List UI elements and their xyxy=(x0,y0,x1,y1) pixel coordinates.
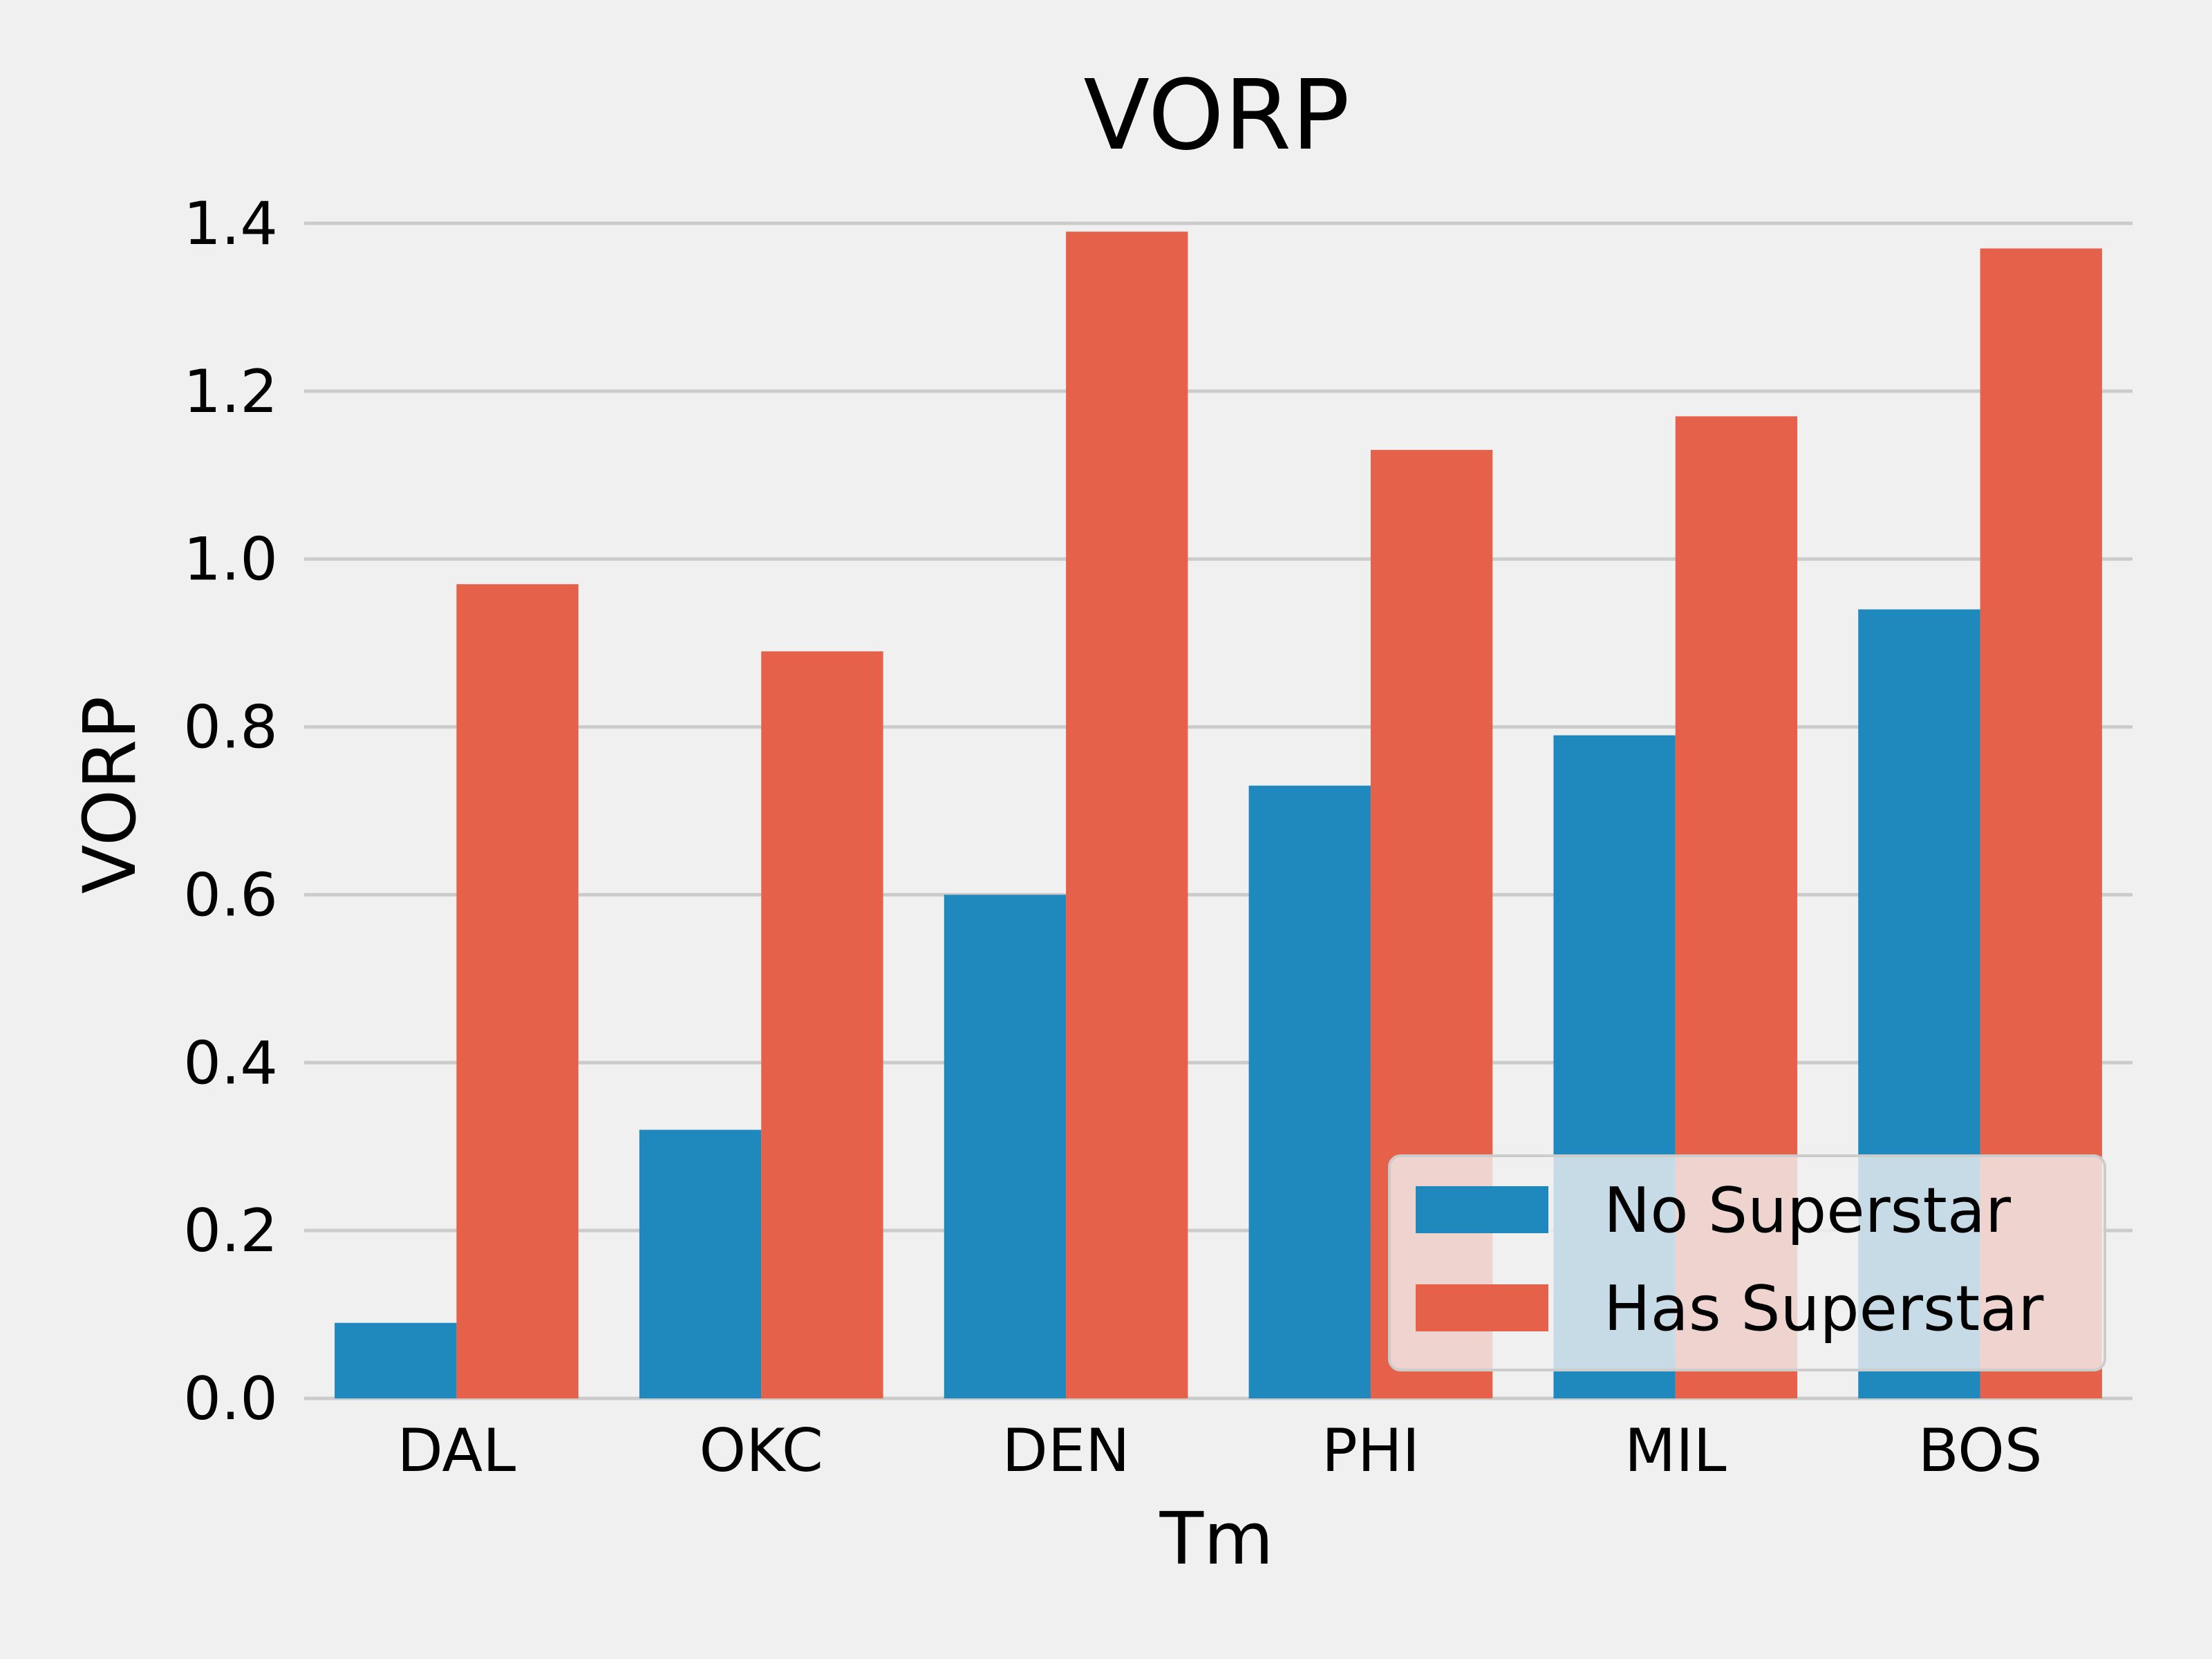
x-tick-labels: DAL OKC DEN PHI MIL BOS xyxy=(397,1416,2043,1485)
y-tick-label: 1.0 xyxy=(183,525,278,594)
legend-swatch xyxy=(1416,1186,1548,1233)
y-tick-label: 1.2 xyxy=(183,357,278,427)
chart-title: VORP xyxy=(1083,59,1349,172)
legend-swatch xyxy=(1416,1284,1548,1331)
bar-okc-no-superstar xyxy=(639,1130,762,1398)
x-tick-label: BOS xyxy=(1918,1416,2043,1485)
bars xyxy=(335,232,2102,1399)
x-tick-label: PHI xyxy=(1322,1416,1420,1485)
y-tick-label: 0.2 xyxy=(183,1197,278,1266)
y-tick-label: 1.4 xyxy=(183,189,278,259)
bar-dal-no-superstar xyxy=(335,1322,457,1398)
bar-okc-has-superstar xyxy=(761,651,883,1399)
y-tick-label: 0.8 xyxy=(183,693,278,762)
y-tick-labels: 0.0 0.2 0.4 0.6 0.8 1.0 1.2 1.4 xyxy=(183,189,278,1434)
y-axis-label: VORP xyxy=(68,696,152,894)
bar-den-no-superstar xyxy=(944,894,1067,1398)
bar-phi-no-superstar xyxy=(1248,785,1371,1398)
x-tick-label: MIL xyxy=(1624,1416,1727,1485)
x-axis-label: Tm xyxy=(1159,1497,1274,1581)
legend-box xyxy=(1388,1154,2106,1371)
y-tick-label: 0.6 xyxy=(183,861,278,930)
x-tick-label: DEN xyxy=(1002,1416,1130,1485)
gridlines xyxy=(304,221,2133,1400)
y-tick-label: 0.4 xyxy=(183,1029,278,1098)
legend-label: No Superstar xyxy=(1604,1174,2011,1247)
bar-den-has-superstar xyxy=(1066,232,1188,1399)
x-tick-label: DAL xyxy=(397,1416,516,1485)
y-tick-label: 0.0 xyxy=(183,1365,278,1434)
bar-dal-has-superstar xyxy=(456,584,579,1399)
legend: No Superstar Has Superstar xyxy=(1388,1154,2106,1371)
legend-label: Has Superstar xyxy=(1604,1273,2043,1345)
x-tick-label: OKC xyxy=(700,1416,823,1485)
